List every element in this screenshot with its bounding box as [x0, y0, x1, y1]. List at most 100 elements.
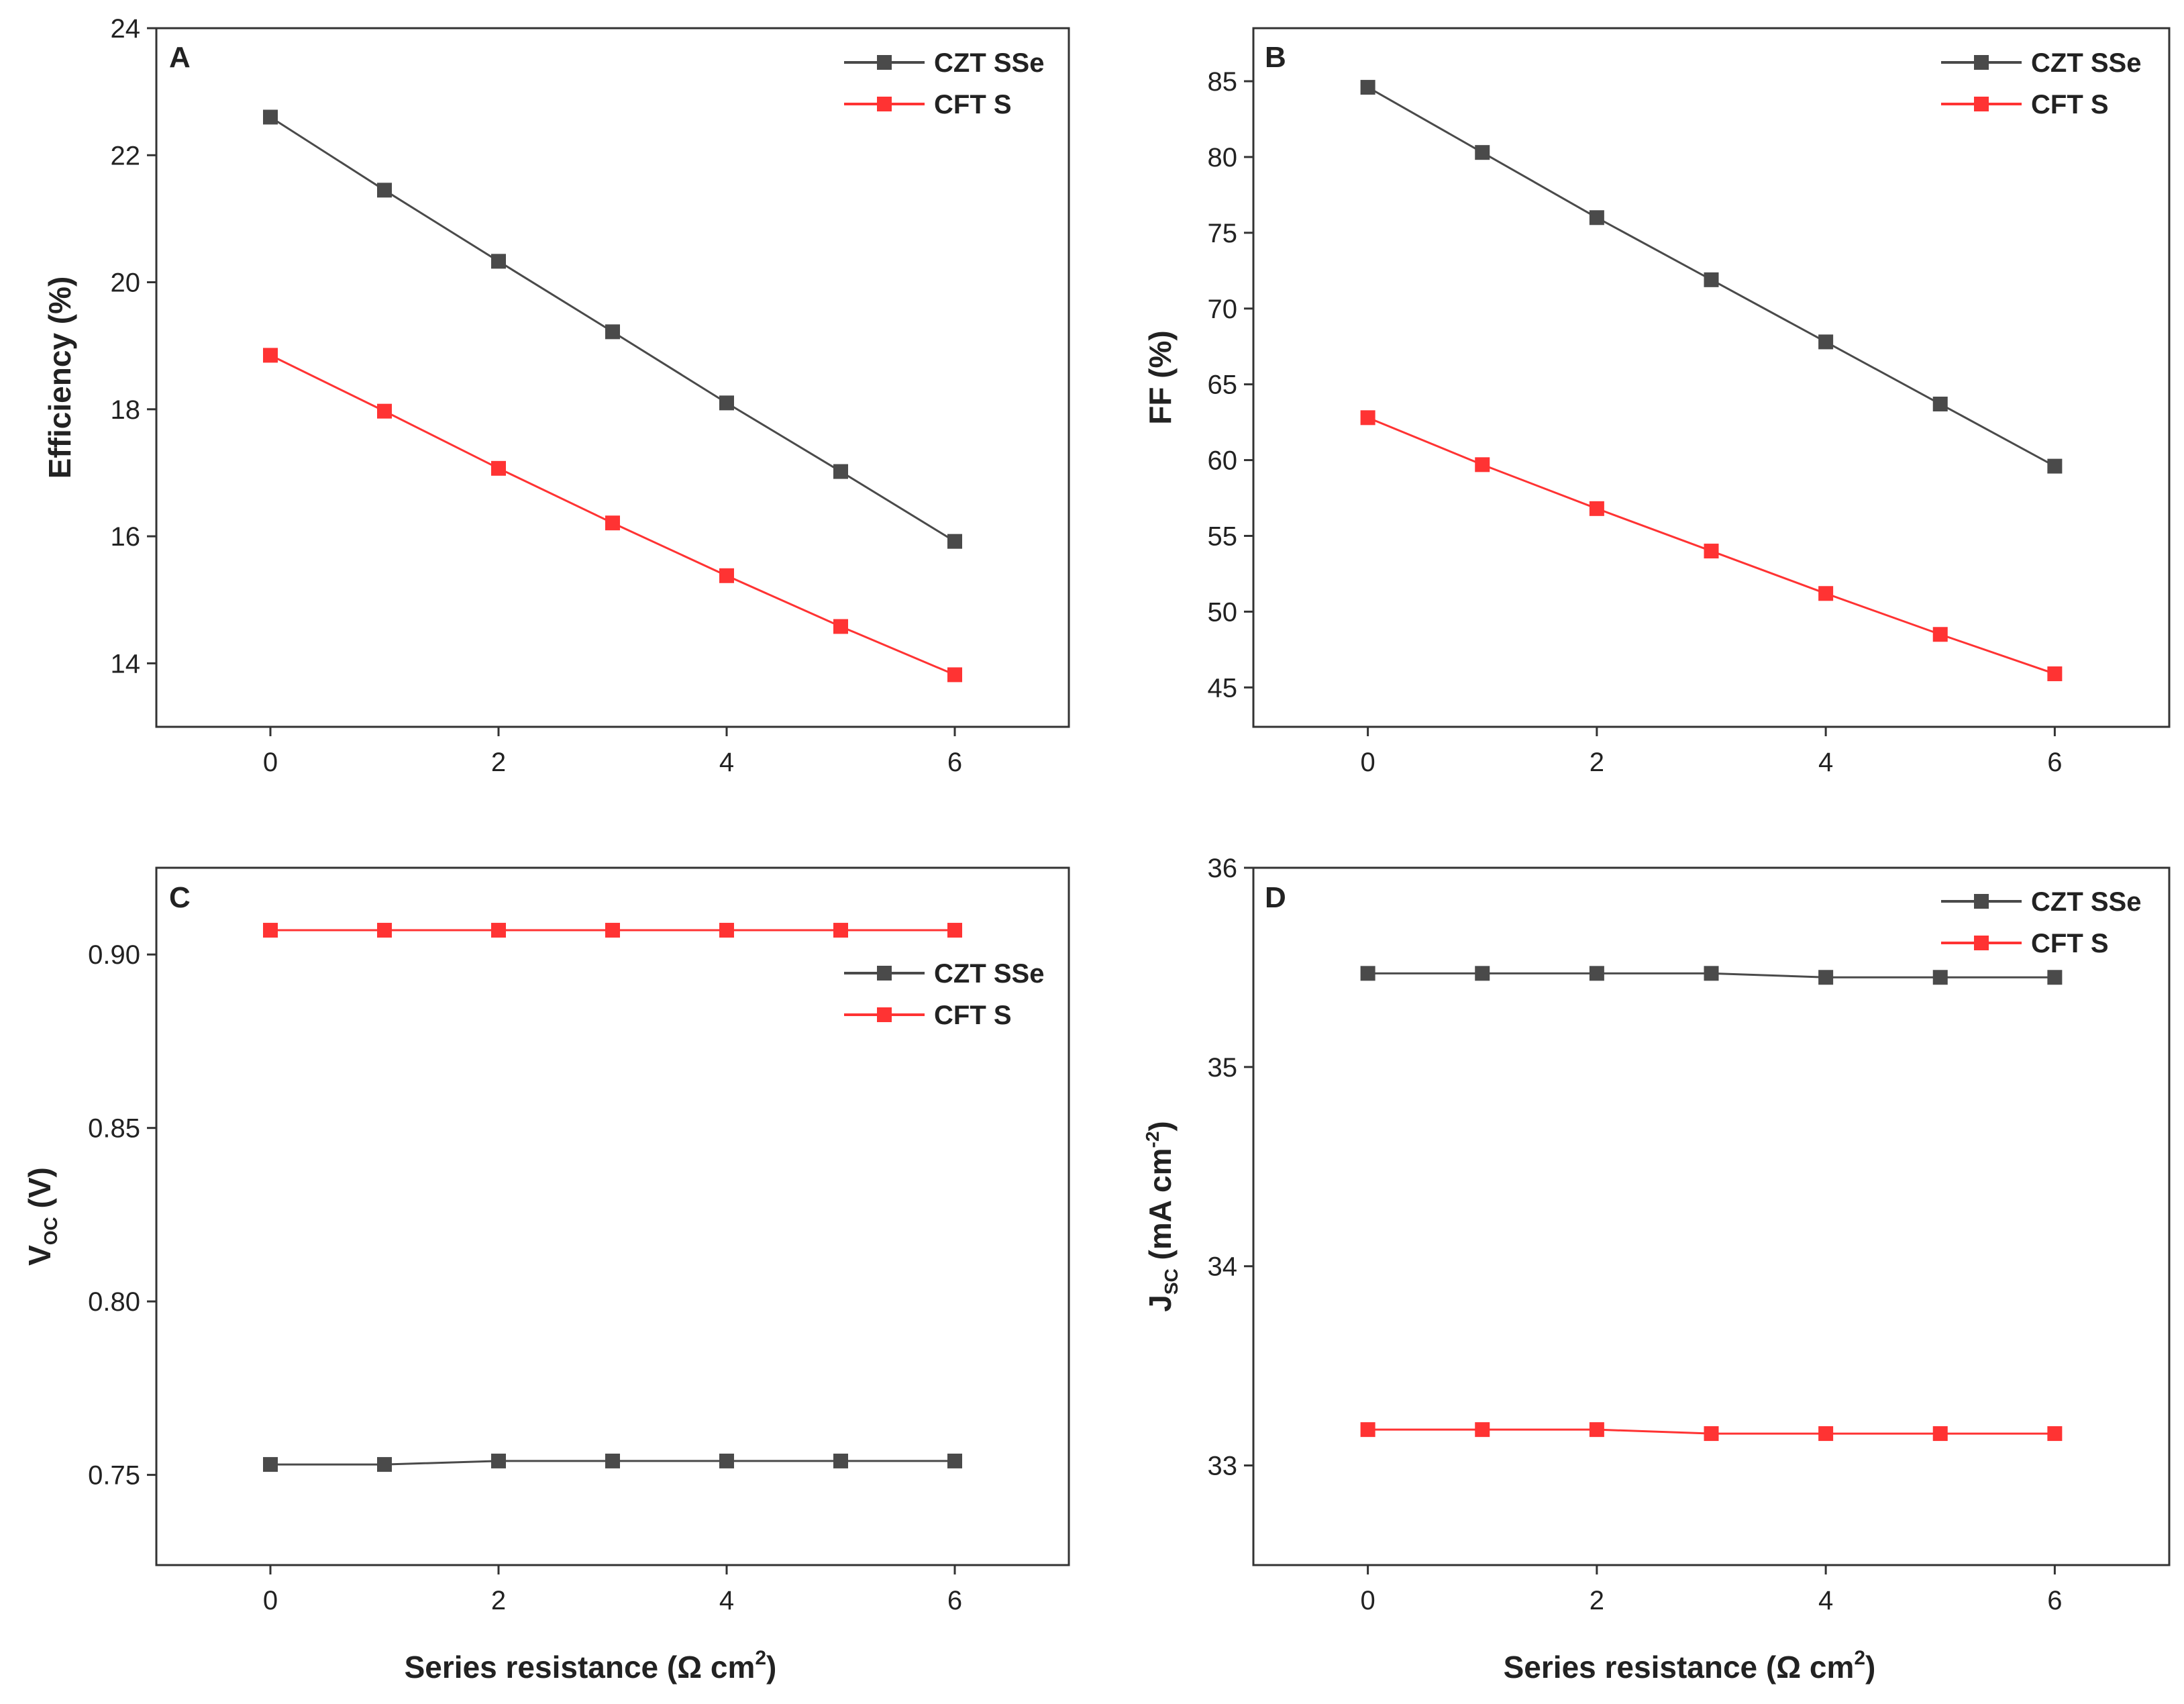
y-tick-label: 45 [1208, 673, 1238, 703]
legend-marker [1974, 97, 1989, 111]
data-point [491, 460, 506, 476]
data-point [1932, 397, 1948, 412]
x-tick-label: 4 [1818, 1586, 1833, 1615]
legend-marker [877, 97, 892, 111]
plot-frame [155, 866, 1070, 1566]
plot-frame [1252, 27, 2171, 728]
data-point [833, 923, 848, 938]
x-tick-label: 2 [1590, 1586, 1604, 1615]
y-tick-label: 0.90 [88, 940, 140, 970]
data-point [1818, 970, 1834, 985]
data-point [1475, 966, 1490, 981]
legend-label: CFT S [2031, 929, 2109, 958]
data-point [947, 534, 962, 549]
data-point [491, 1453, 506, 1468]
data-point [377, 923, 392, 938]
data-point [1589, 501, 1604, 516]
y-tick-label: 65 [1208, 370, 1238, 400]
legend-marker [1974, 936, 1989, 950]
legend-label: CZT SSe [2031, 48, 2141, 78]
x-tick-label: 2 [491, 748, 506, 777]
legend-marker [877, 1007, 892, 1022]
data-point [1589, 210, 1604, 225]
legend-label: CFT S [2031, 90, 2109, 119]
y-axis-label: VOC (V) [22, 1167, 61, 1266]
x-tick-label: 6 [2047, 748, 2062, 777]
y-tick-label: 14 [111, 649, 141, 679]
data-point [491, 254, 506, 269]
y-tick-label: 0.75 [88, 1461, 140, 1491]
y-tick-label: 35 [1208, 1053, 1238, 1083]
y-tick-label: 80 [1208, 143, 1238, 172]
plot-frame [155, 27, 1070, 728]
x-tick-label: 0 [263, 1586, 278, 1615]
legend-marker [1974, 894, 1989, 909]
x-tick-label: 4 [719, 1586, 734, 1615]
data-point [833, 464, 848, 479]
panel-letter: B [1265, 41, 1286, 74]
y-axis-label: JSC (mA cm-2) [1142, 1121, 1182, 1312]
data-point [947, 923, 962, 938]
series-line [270, 354, 955, 676]
data-point [377, 1457, 392, 1472]
data-point [377, 183, 392, 198]
data-point [1360, 80, 1375, 95]
y-tick-label: 85 [1208, 67, 1238, 97]
data-point [719, 568, 734, 583]
data-point [1704, 966, 1719, 981]
data-point [1932, 627, 1948, 642]
data-point [833, 619, 848, 634]
x-tick-label: 4 [1818, 748, 1833, 777]
data-point [1818, 1426, 1834, 1442]
data-point [1704, 1426, 1719, 1442]
panel-c: C 0.75 0.80 0.85 0.90 0 2 4 6 VOC (V) CZT SSe CFT S [22, 866, 1070, 1615]
panel-letter: C [169, 881, 191, 914]
legend-marker [877, 55, 892, 70]
data-point [377, 403, 392, 419]
data-point [605, 1453, 620, 1468]
data-point [1932, 970, 1948, 985]
plot-frame [1252, 866, 2171, 1566]
y-tick-label: 0.85 [88, 1114, 140, 1144]
panel-b: B 45 50 55 60 65 70 75 80 85 0 2 4 6 FF (%) CZT SSe CFT … [1143, 27, 2171, 777]
y-axis-label: Efficiency (%) [42, 277, 77, 479]
legend-marker [1974, 55, 1989, 70]
x-tick-label: 4 [719, 748, 734, 777]
data-point [605, 515, 620, 531]
y-tick-label: 36 [1208, 854, 1238, 883]
x-tick-label: 6 [2047, 1586, 2062, 1615]
y-tick-label: 60 [1208, 446, 1238, 476]
data-point [947, 1453, 962, 1468]
data-point [263, 1457, 278, 1472]
data-point [2047, 666, 2063, 681]
y-tick-label: 50 [1208, 597, 1238, 627]
data-point [719, 395, 734, 411]
y-tick-label: 18 [111, 395, 141, 425]
x-tick-label: 0 [1361, 1586, 1375, 1615]
data-point [719, 923, 734, 938]
data-point [1475, 457, 1490, 472]
data-point [1704, 544, 1719, 559]
y-tick-label: 22 [111, 141, 141, 170]
y-tick-label: 33 [1208, 1452, 1238, 1481]
data-point [1589, 1422, 1604, 1438]
data-point [263, 348, 278, 363]
data-point [2047, 458, 2063, 474]
y-tick-label: 20 [111, 268, 141, 298]
x-tick-label: 6 [947, 1586, 962, 1615]
legend-label: CZT SSe [934, 48, 1044, 78]
y-tick-label: 75 [1208, 219, 1238, 248]
data-point [833, 1453, 848, 1468]
data-point [263, 109, 278, 125]
data-point [2047, 1426, 2063, 1442]
data-point [263, 923, 278, 938]
panel-letter: D [1265, 881, 1286, 914]
legend-label: CFT S [934, 1001, 1012, 1030]
data-point [1932, 1426, 1948, 1442]
data-point [947, 667, 962, 683]
x-axis-label-left: Series resistance (Ω cm2) [405, 1647, 777, 1685]
data-point [605, 923, 620, 938]
data-point [1818, 334, 1834, 350]
data-point [1360, 410, 1375, 425]
